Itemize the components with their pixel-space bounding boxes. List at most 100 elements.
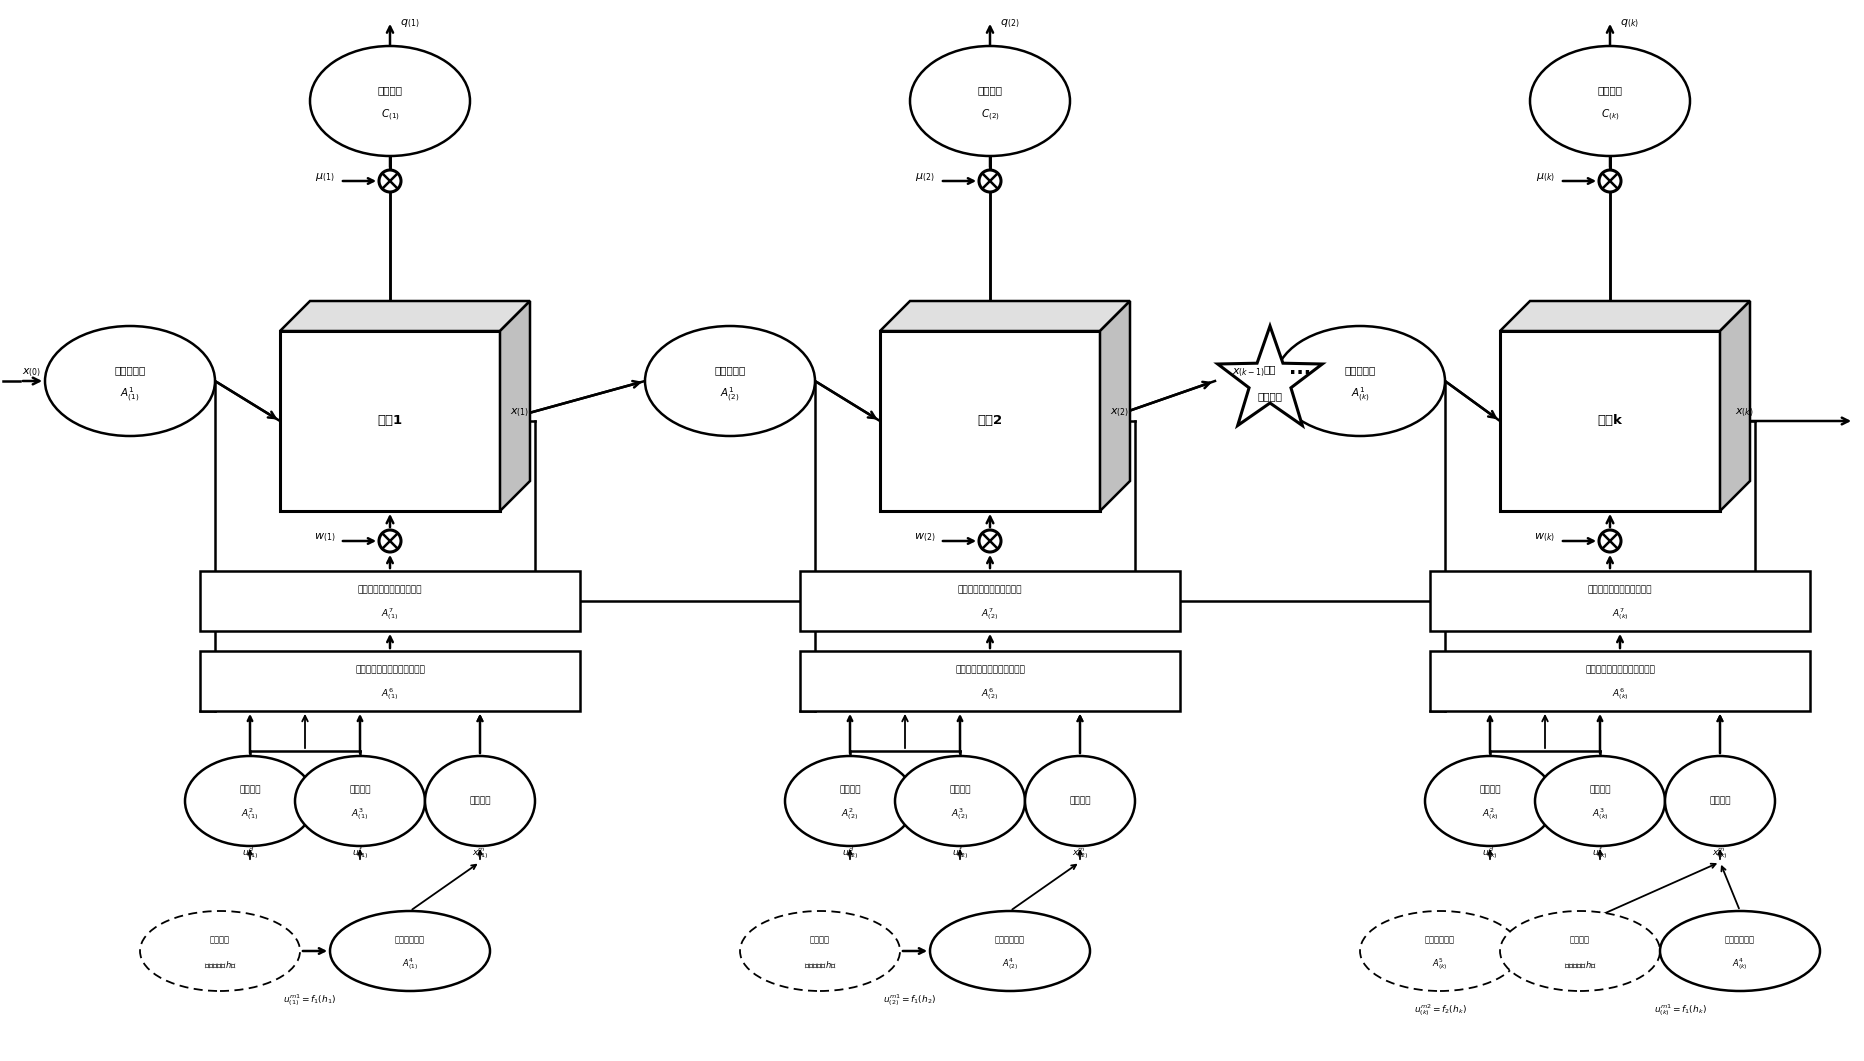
Text: $A^4_{(1)}$: $A^4_{(1)}$ [403, 957, 418, 973]
FancyBboxPatch shape [800, 651, 1180, 711]
Text: $u^d_{(1)}$: $u^d_{(1)}$ [242, 846, 257, 863]
Text: $A^1_{(k)}$: $A^1_{(k)}$ [1351, 386, 1370, 404]
Text: （切削厚度$h$）: （切削厚度$h$） [803, 960, 837, 970]
FancyBboxPatch shape [199, 571, 580, 631]
Text: 基准误差: 基准误差 [1480, 785, 1501, 795]
Polygon shape [880, 331, 1100, 511]
Text: $x^m_{(k)}$: $x^m_{(k)}$ [1713, 847, 1728, 862]
Text: $u^{m1}_{(k)} = f_1(h_k)$: $u^{m1}_{(k)} = f_1(h_k)$ [1653, 1003, 1706, 1020]
Text: $A^4_{(k)}$: $A^4_{(k)}$ [1732, 957, 1748, 973]
Ellipse shape [785, 756, 915, 846]
Ellipse shape [295, 756, 425, 846]
Text: 夹具误差: 夹具误差 [1590, 785, 1610, 795]
Text: $u^{m2}_{(k)} = f_2(h_k)$: $u^{m2}_{(k)} = f_2(h_k)$ [1413, 1003, 1467, 1020]
Ellipse shape [425, 756, 535, 846]
Circle shape [378, 170, 401, 192]
Text: $x_{(2)}$: $x_{(2)}$ [1109, 406, 1130, 419]
Ellipse shape [309, 46, 470, 156]
Text: 刚度变弱: 刚度变弱 [1258, 392, 1282, 401]
Circle shape [979, 530, 1001, 552]
Text: 重定位误差: 重定位误差 [114, 365, 145, 375]
Polygon shape [1720, 301, 1750, 511]
Polygon shape [280, 301, 529, 331]
Text: 工序k: 工序k [1597, 415, 1622, 428]
Ellipse shape [1361, 911, 1519, 991]
Text: $\mu_{(k)}$: $\mu_{(k)}$ [1536, 172, 1555, 185]
Circle shape [1599, 530, 1622, 552]
Ellipse shape [1275, 326, 1445, 436]
Text: $C_{(2)}$: $C_{(2)}$ [980, 107, 999, 123]
Text: 加工误差: 加工误差 [1709, 797, 1732, 805]
Text: 尺度效应: 尺度效应 [1569, 936, 1590, 944]
Text: 工件: 工件 [1264, 364, 1277, 373]
Ellipse shape [1501, 911, 1661, 991]
Text: $u^f_{(1)}$: $u^f_{(1)}$ [352, 846, 367, 863]
Polygon shape [1501, 331, 1720, 511]
Text: $\mu_{(2)}$: $\mu_{(2)}$ [915, 172, 936, 185]
Text: $A^6_{(2)}$: $A^6_{(2)}$ [982, 686, 999, 703]
Polygon shape [1100, 301, 1130, 511]
Text: $\mu_{(1)}$: $\mu_{(1)}$ [315, 172, 336, 185]
Ellipse shape [645, 326, 815, 436]
Text: $C_{(k)}$: $C_{(k)}$ [1601, 107, 1620, 123]
Text: $u^d_{(k)}$: $u^d_{(k)}$ [1482, 846, 1499, 863]
Text: 尺度效应: 尺度效应 [211, 936, 229, 944]
Ellipse shape [1424, 756, 1555, 846]
Text: $q_{(k)}$: $q_{(k)}$ [1620, 18, 1638, 30]
Text: 测量误差: 测量误差 [977, 85, 1003, 95]
Text: 夹具误差: 夹具误差 [949, 785, 971, 795]
Text: $u^{m1}_{(1)} = f_1(h_1)$: $u^{m1}_{(1)} = f_1(h_1)$ [283, 993, 337, 1009]
Circle shape [979, 170, 1001, 192]
Text: $u^f_{(k)}$: $u^f_{(k)}$ [1592, 846, 1609, 863]
Text: 计算误差对新生成特征的影响: 计算误差对新生成特征的影响 [1584, 665, 1655, 675]
Text: 基准误差: 基准误差 [239, 785, 261, 795]
Ellipse shape [45, 326, 214, 436]
FancyBboxPatch shape [199, 651, 580, 711]
Text: 重定位误差: 重定位误差 [1344, 365, 1376, 375]
Text: （切削厚度$h$）: （切削厚度$h$） [1564, 960, 1596, 970]
Text: $w_{(k)}$: $w_{(k)}$ [1534, 532, 1555, 544]
Ellipse shape [895, 756, 1025, 846]
Ellipse shape [930, 911, 1090, 991]
Polygon shape [1217, 326, 1322, 425]
Text: 计算所有新生成特征的误差: 计算所有新生成特征的误差 [358, 586, 423, 594]
FancyBboxPatch shape [800, 571, 1180, 631]
Text: $x^m_{(1)}$: $x^m_{(1)}$ [472, 847, 488, 862]
Text: $x_{(k)}$: $x_{(k)}$ [1735, 406, 1754, 419]
Text: $A^6_{(k)}$: $A^6_{(k)}$ [1612, 686, 1629, 703]
Text: $x_{(1)}$: $x_{(1)}$ [511, 406, 529, 419]
Text: $A^6_{(1)}$: $A^6_{(1)}$ [382, 686, 399, 703]
Text: $x_{(0)}$: $x_{(0)}$ [22, 367, 41, 379]
Text: $A^1_{(2)}$: $A^1_{(2)}$ [720, 386, 740, 404]
Ellipse shape [910, 46, 1070, 156]
Text: $A^3_{(k)}$: $A^3_{(k)}$ [1592, 806, 1609, 823]
Polygon shape [280, 331, 500, 511]
Text: $u^d_{(2)}$: $u^d_{(2)}$ [843, 846, 857, 863]
Ellipse shape [330, 911, 490, 991]
Text: $u^{m1}_{(2)} = f_1(h_2)$: $u^{m1}_{(2)} = f_1(h_2)$ [884, 993, 936, 1009]
Text: $A^2_{(2)}$: $A^2_{(2)}$ [841, 806, 859, 823]
Text: 夹具误差: 夹具误差 [349, 785, 371, 795]
Text: 刀具变形误差: 刀具变形误差 [1724, 936, 1756, 944]
Text: 测量误差: 测量误差 [378, 85, 403, 95]
Ellipse shape [140, 911, 300, 991]
Text: $A^4_{(2)}$: $A^4_{(2)}$ [1003, 957, 1018, 973]
Ellipse shape [1534, 756, 1665, 846]
Ellipse shape [1661, 911, 1819, 991]
Text: 加工误差: 加工误差 [1070, 797, 1090, 805]
Ellipse shape [185, 756, 315, 846]
Text: $x^m_{(2)}$: $x^m_{(2)}$ [1072, 847, 1089, 862]
Ellipse shape [1025, 756, 1135, 846]
Ellipse shape [1665, 756, 1775, 846]
FancyBboxPatch shape [1430, 571, 1810, 631]
Circle shape [378, 530, 401, 552]
Text: 计算所有新生成特征的误差: 计算所有新生成特征的误差 [1588, 586, 1652, 594]
Text: 刀具变形误差: 刀具变形误差 [395, 936, 425, 944]
Text: 计算所有新生成特征的误差: 计算所有新生成特征的误差 [958, 586, 1021, 594]
Text: $A^1_{(1)}$: $A^1_{(1)}$ [121, 386, 140, 404]
Text: $w_{(1)}$: $w_{(1)}$ [313, 532, 336, 544]
Circle shape [1599, 170, 1622, 192]
Text: $A^2_{(k)}$: $A^2_{(k)}$ [1482, 806, 1499, 823]
Polygon shape [500, 301, 529, 511]
Text: $A^7_{(k)}$: $A^7_{(k)}$ [1612, 607, 1629, 623]
